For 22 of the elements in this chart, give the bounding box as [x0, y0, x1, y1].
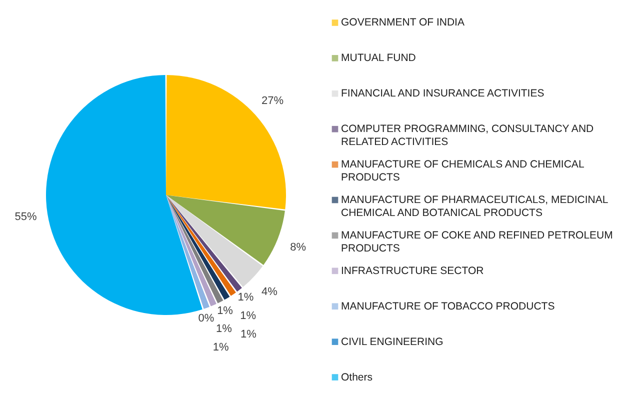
- legend-label: MANUFACTURE OF CHEMICALS AND CHEMICAL PRODUCTS: [341, 158, 584, 184]
- data-label: 8%: [290, 241, 306, 254]
- legend-label: MANUFACTURE OF COKE AND REFINED PETROLEUM PRODUCTS: [341, 229, 613, 254]
- legend-label: Others: [341, 371, 373, 384]
- data-label: 1%: [217, 304, 234, 317]
- legend-label: MANUFACTURE OF PHARMACEUTICALS, MEDICINAL CHEMICAL AND BOTANICAL PRODUCTS: [341, 194, 608, 219]
- data-label: 1%: [216, 322, 232, 335]
- data-label: 4%: [262, 286, 278, 298]
- data-label: 1%: [240, 328, 257, 340]
- data-label: 27%: [262, 95, 284, 108]
- legend-label: COMPUTER PROGRAMMING, CONSULTANCY AND RELATED ACTIVITIES: [341, 123, 594, 148]
- text: 0%: [198, 312, 214, 325]
- data-label: 55%: [14, 211, 37, 224]
- legend-label: MANUFACTURE OF TOBACCO PRODUCTS: [341, 300, 555, 312]
- legend-label: INFRASTRUCTURE SECTOR: [341, 264, 484, 277]
- legend-label: FINANCIAL AND INSURANCE ACTIVITIES: [341, 88, 544, 100]
- data-label: 1%: [240, 310, 256, 322]
- legend-label: MUTUAL FUND: [341, 52, 416, 64]
- data-label: 1%: [212, 341, 230, 354]
- legend-label: CIVIL ENGINEERING: [341, 336, 444, 348]
- legend-label: GOVERNMENT OF INDIA: [341, 16, 464, 29]
- data-label: 1%: [238, 292, 254, 304]
